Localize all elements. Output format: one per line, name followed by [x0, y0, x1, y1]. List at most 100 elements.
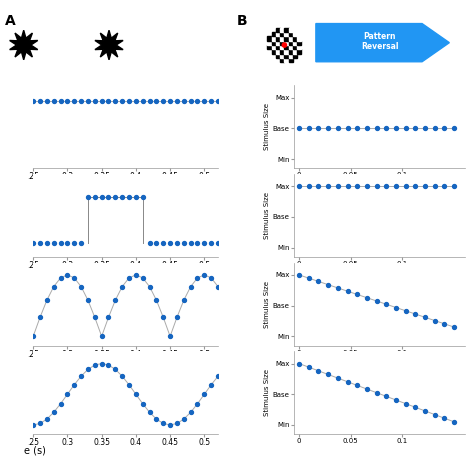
Point [363, 294, 371, 301]
Point [324, 125, 332, 132]
Point [146, 239, 154, 247]
Point [111, 98, 119, 105]
Point [450, 323, 458, 331]
Point [421, 125, 429, 132]
Point [57, 98, 64, 105]
Point [29, 421, 37, 429]
Point [187, 239, 194, 247]
Circle shape [283, 43, 286, 47]
Point [71, 274, 78, 282]
Bar [276, 36, 280, 41]
Point [139, 98, 146, 105]
Point [153, 98, 160, 105]
Point [146, 98, 154, 105]
Point [450, 125, 458, 132]
Point [187, 98, 194, 105]
Point [431, 411, 438, 419]
Bar [276, 41, 280, 45]
Point [166, 239, 174, 247]
Point [344, 125, 351, 132]
Bar [276, 58, 280, 62]
Point [441, 125, 448, 132]
Point [105, 361, 112, 369]
Point [402, 182, 410, 190]
Point [334, 284, 342, 292]
Point [373, 182, 381, 190]
Bar [272, 54, 276, 58]
Bar [276, 54, 280, 58]
Point [450, 182, 458, 190]
Point [36, 98, 44, 105]
Point [194, 98, 201, 105]
Bar [280, 41, 284, 45]
Point [118, 98, 126, 105]
Point [153, 415, 160, 423]
Bar [289, 28, 293, 32]
Point [411, 182, 419, 190]
Point [64, 98, 71, 105]
Point [153, 239, 160, 247]
Point [57, 239, 64, 247]
Bar [293, 32, 297, 36]
Point [146, 283, 154, 291]
Bar [272, 45, 276, 49]
Bar [280, 36, 284, 41]
Point [383, 182, 390, 190]
Bar [293, 41, 297, 45]
Point [125, 193, 133, 201]
Bar [280, 58, 284, 62]
Bar [272, 32, 276, 36]
Point [208, 98, 215, 105]
Point [354, 125, 361, 132]
Point [450, 418, 458, 426]
Bar [284, 28, 289, 32]
Polygon shape [95, 30, 123, 60]
Point [315, 367, 322, 374]
Point [402, 307, 410, 315]
Point [315, 125, 322, 132]
Point [57, 274, 64, 282]
Point [363, 125, 371, 132]
Point [344, 378, 351, 385]
Point [173, 419, 181, 427]
Point [71, 381, 78, 389]
Point [159, 419, 167, 427]
Text: e (s): e (s) [24, 445, 46, 455]
Point [84, 98, 92, 105]
Bar [284, 32, 289, 36]
Point [98, 98, 105, 105]
Point [132, 193, 140, 201]
Point [166, 421, 174, 429]
Point [180, 239, 188, 247]
Point [208, 239, 215, 247]
Point [118, 283, 126, 291]
Bar [293, 36, 297, 41]
Point [315, 278, 322, 285]
Point [392, 396, 400, 404]
Point [305, 182, 312, 190]
Point [208, 274, 215, 282]
Point [324, 182, 332, 190]
Point [71, 98, 78, 105]
Point [305, 364, 312, 371]
FancyArrow shape [316, 24, 449, 62]
Point [180, 98, 188, 105]
Point [373, 297, 381, 305]
Point [166, 98, 174, 105]
Bar [272, 49, 276, 54]
Bar [272, 41, 276, 45]
Point [324, 281, 332, 289]
Point [84, 296, 92, 304]
Point [201, 391, 208, 398]
Point [334, 125, 342, 132]
Point [411, 125, 419, 132]
Point [295, 182, 303, 190]
Polygon shape [137, 30, 166, 60]
Point [111, 296, 119, 304]
Point [43, 239, 51, 247]
Bar [276, 28, 280, 32]
Point [334, 182, 342, 190]
Bar [276, 49, 280, 54]
Point [187, 409, 194, 416]
Bar [293, 49, 297, 54]
